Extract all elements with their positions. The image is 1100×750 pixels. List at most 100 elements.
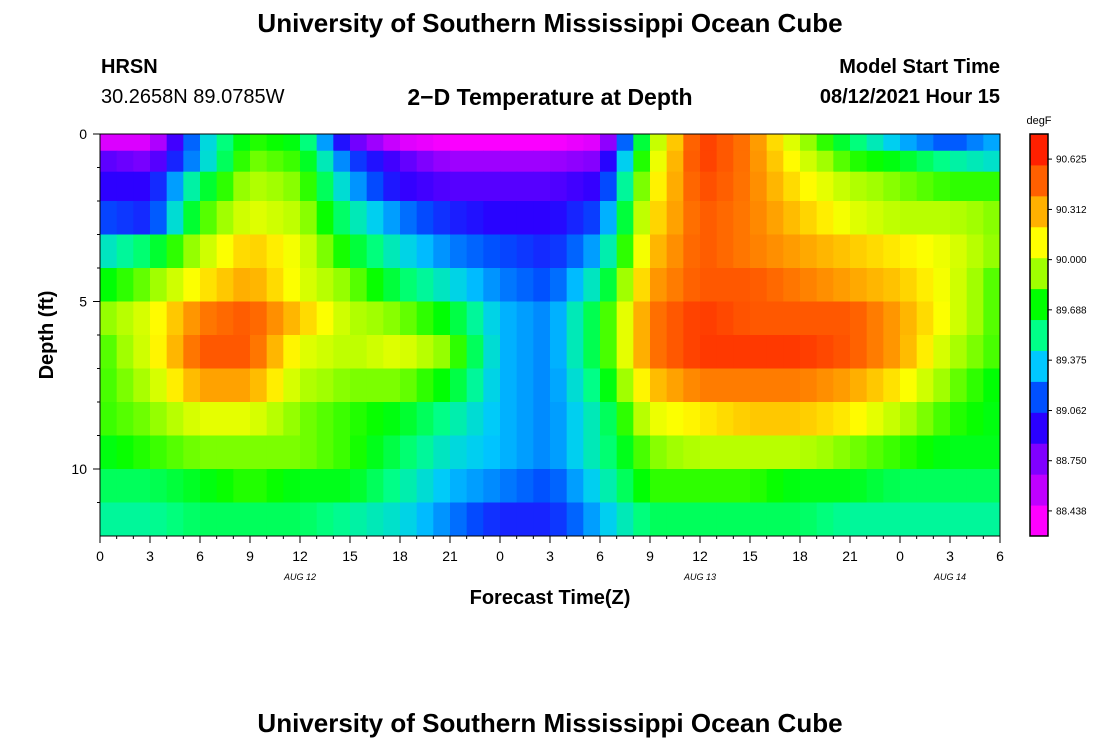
x-tick-label: 21 [842, 548, 858, 564]
heatmap-cell [283, 301, 301, 336]
heatmap-cell [983, 402, 1000, 437]
heatmap-cell [250, 469, 268, 504]
heatmap-cell [850, 201, 868, 236]
heatmap-cell [100, 171, 118, 202]
heatmap-cell [150, 402, 168, 437]
heatmap-cell [733, 150, 751, 173]
date-label: AUG 12 [283, 572, 316, 582]
heatmap-cell [433, 368, 451, 403]
heatmap-cell [416, 201, 434, 236]
heatmap-cell [600, 268, 618, 303]
heatmap-cell [583, 469, 601, 504]
heatmap-cell [583, 301, 601, 336]
x-tick-label: 0 [96, 548, 104, 564]
heatmap-cell [800, 150, 818, 173]
heatmap-cell [966, 150, 984, 173]
heatmap-cell [466, 435, 484, 470]
heatmap-cell [316, 268, 334, 303]
heatmap-cell [116, 502, 134, 536]
heatmap-cell [933, 134, 951, 152]
y-tick-label: 10 [71, 461, 87, 477]
heatmap-cell [100, 268, 118, 303]
heatmap-cell [650, 368, 668, 403]
heatmap-cell [616, 301, 634, 336]
heatmap-cell [200, 171, 218, 202]
colorbar-tick-label: 89.375 [1056, 356, 1087, 367]
heatmap-cell [950, 171, 968, 202]
heatmap-cell [633, 150, 651, 173]
heatmap-cell [600, 469, 618, 504]
heatmap-cell [950, 435, 968, 470]
x-tick-label: 9 [646, 548, 654, 564]
heatmap-cell [683, 301, 701, 336]
heatmap-cell [900, 134, 918, 152]
heatmap-cell [516, 150, 534, 173]
colorbar-band [1030, 350, 1048, 382]
heatmap-cell [166, 402, 184, 437]
heatmap-cell [150, 335, 168, 370]
heatmap-cell [600, 402, 618, 437]
heatmap-cell [250, 134, 268, 152]
y-tick-label: 0 [79, 126, 87, 142]
heatmap-cell [433, 301, 451, 336]
heatmap-cell [883, 435, 901, 470]
colorbar-band [1030, 505, 1048, 537]
heatmap-cell [116, 268, 134, 303]
heatmap-cell [500, 335, 518, 370]
heatmap-cell [983, 301, 1000, 336]
heatmap-cell [150, 301, 168, 336]
heatmap-cell [216, 234, 234, 269]
heatmap-cell [783, 268, 801, 303]
heatmap-cell [266, 301, 284, 336]
heatmap-cell [866, 502, 884, 536]
heatmap-cell [200, 201, 218, 236]
heatmap-cell [133, 301, 151, 336]
heatmap-cell [200, 234, 218, 269]
heatmap-cell [416, 268, 434, 303]
heatmap-cell [116, 368, 134, 403]
heatmap-cell [666, 201, 684, 236]
heatmap-cell [616, 134, 634, 152]
heatmap-cell [166, 268, 184, 303]
heatmap-cell [150, 502, 168, 536]
heatmap-cell [633, 502, 651, 536]
heatmap-cell [683, 201, 701, 236]
heatmap-cell [483, 268, 501, 303]
heatmap-cell [766, 402, 784, 437]
heatmap-cell [533, 150, 551, 173]
colorbar-unit: degF [1026, 115, 1051, 127]
heatmap-cell [450, 150, 468, 173]
heatmap-cell [150, 134, 168, 152]
heatmap-cell [466, 134, 484, 152]
heatmap-cell [116, 435, 134, 470]
heatmap-cell [183, 150, 201, 173]
heatmap-cell [800, 368, 818, 403]
heatmap-cell [766, 234, 784, 269]
heatmap-cell [383, 435, 401, 470]
heatmap-cell [666, 335, 684, 370]
heatmap-cell [933, 171, 951, 202]
heatmap-cell [550, 435, 568, 470]
heatmap-cell [350, 134, 368, 152]
heatmap-cell [466, 368, 484, 403]
heatmap-cell [100, 435, 118, 470]
heatmap-cell [166, 435, 184, 470]
heatmap-cell [650, 335, 668, 370]
heatmap-cell [133, 502, 151, 536]
heatmap-cell [316, 301, 334, 336]
heatmap-cell [600, 234, 618, 269]
heatmap-cell [483, 150, 501, 173]
heatmap-cell [166, 502, 184, 536]
footer-title: University of Southern Mississippi Ocean… [257, 708, 843, 738]
heatmap-cell [933, 268, 951, 303]
heatmap-cell [383, 150, 401, 173]
heatmap-cell [266, 150, 284, 173]
heatmap-cell [333, 469, 351, 504]
heatmap-cell [750, 368, 768, 403]
heatmap-cell [833, 171, 851, 202]
heatmap-cell [683, 469, 701, 504]
heatmap-cell [516, 402, 534, 437]
heatmap-cell [333, 171, 351, 202]
heatmap-cell [650, 171, 668, 202]
heatmap-cell [916, 134, 934, 152]
